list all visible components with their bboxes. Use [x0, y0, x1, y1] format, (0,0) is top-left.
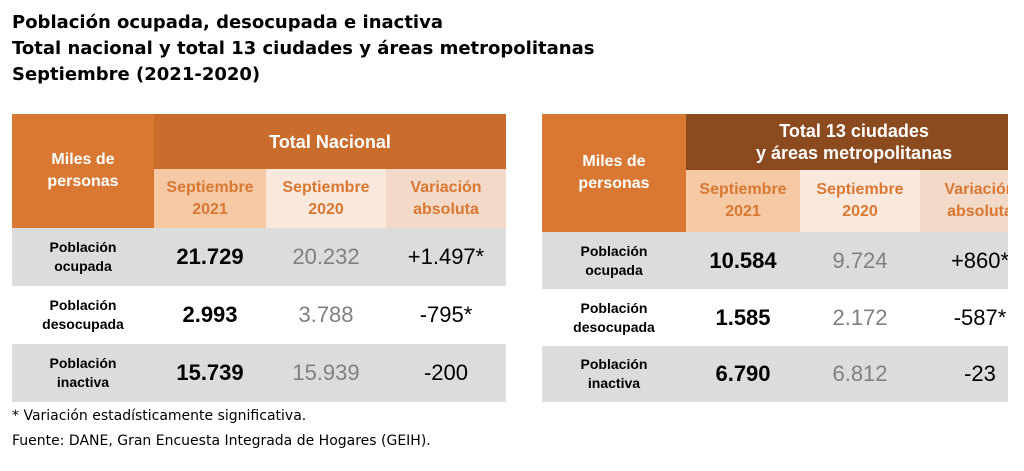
value-2020: 3.788 [298, 302, 354, 327]
value-2020: 6.812 [832, 361, 888, 386]
footnote-source: Fuente: DANE, Gran Encuesta Integrada de… [12, 433, 431, 449]
table-row [12, 344, 506, 402]
title-line-3: Septiembre (2021-2020) [12, 64, 261, 85]
page-title: Población ocupada, desocupada e inactiva… [12, 10, 594, 88]
title-line-1: Población ocupada, desocupada e inactiva [12, 12, 443, 33]
value-2021: 15.739 [176, 360, 244, 385]
col-header-variacion: Variación absoluta [920, 170, 1008, 232]
corner-label: Miles de personas [542, 114, 686, 232]
row-label: Población ocupada [49, 239, 117, 274]
row-label: Población desocupada [573, 299, 655, 335]
group-header: Total 13 ciudades y áreas metropolitanas [686, 114, 1008, 170]
row-label: Población inactiva [580, 356, 648, 391]
value-2020: 9.724 [832, 247, 888, 273]
col-header-variacion: Variación absoluta [386, 169, 506, 228]
table-row [12, 228, 506, 286]
value-2021: 6.790 [715, 361, 771, 386]
value-variacion: +860* [950, 247, 1008, 273]
value-2021: 21.729 [176, 244, 244, 269]
value-2020: 15.939 [292, 360, 360, 385]
value-variacion: -795* [419, 302, 473, 327]
row-label: Población desocupada [42, 297, 124, 332]
value-2020: 2.172 [832, 304, 888, 330]
value-variacion: -200 [423, 360, 469, 385]
table-row [542, 346, 1008, 402]
value-variacion: -587* [953, 304, 1007, 330]
value-2021: 2.993 [182, 302, 238, 327]
table-13-ciudades: Miles de personas Total 13 ciudades y ár… [542, 114, 1008, 402]
col-header-2021: Septiembre 2021 [686, 170, 800, 232]
value-variacion: -23 [964, 361, 996, 386]
table-row [542, 232, 1008, 289]
value-2021: 1.585 [715, 304, 771, 330]
title-line-2: Total nacional y total 13 ciudades y áre… [12, 38, 595, 59]
footnote-significance: * Variación estadísticamente significati… [12, 408, 307, 424]
col-header-2020: Septiembre 2020 [266, 169, 386, 228]
col-header-2021: Septiembre 2021 [154, 169, 266, 228]
row-label: Población inactiva [49, 355, 117, 390]
group-header: Total Nacional [154, 114, 506, 169]
corner-label: Miles de personas [12, 114, 154, 228]
table-row [542, 289, 1008, 346]
value-2021: 10.584 [709, 247, 777, 273]
table-total-nacional: Miles de personas Total Nacional Septiem… [12, 114, 506, 402]
value-variacion: +1.497* [407, 244, 485, 269]
value-2020: 20.232 [292, 244, 360, 269]
col-header-2020: Septiembre 2020 [800, 170, 920, 232]
table-row [12, 286, 506, 344]
row-label: Población ocupada [580, 242, 648, 278]
